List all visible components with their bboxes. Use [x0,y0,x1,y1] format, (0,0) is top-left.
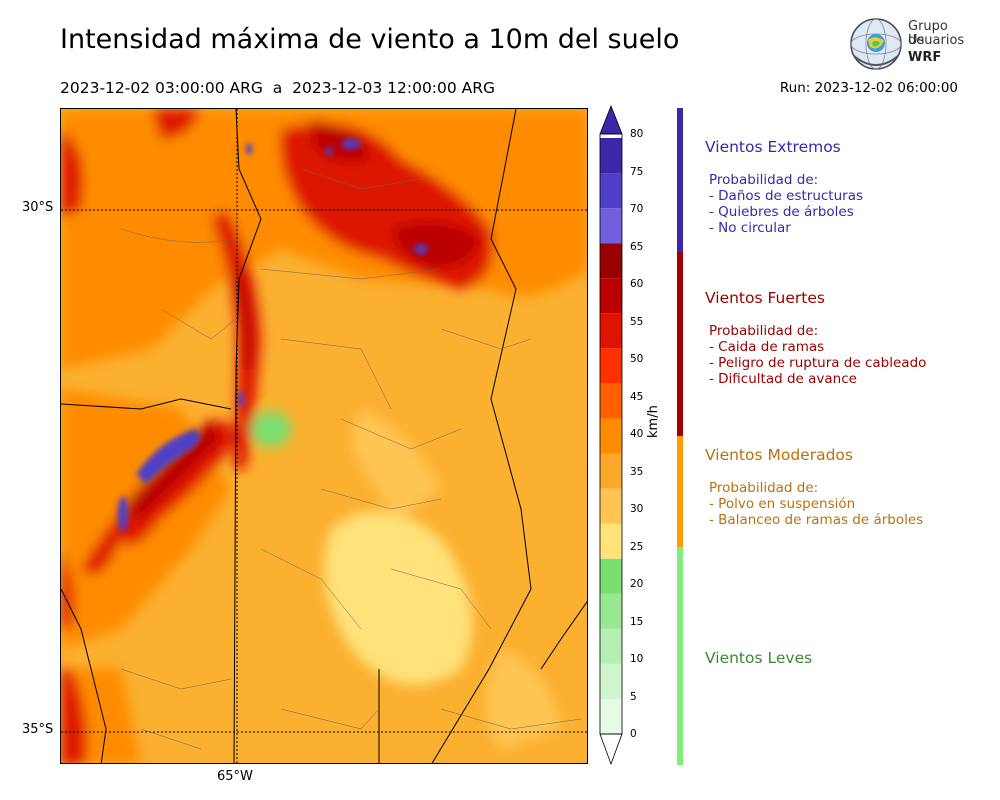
category-vientos-moderados: Vientos Moderados Probabilidad de: - Polvo… [705,446,923,528]
colorbar-min-extend [599,733,623,766]
category-title: Vientos Extremos [705,138,841,156]
category-line: - Quiebres de árboles [709,204,854,220]
colorbar-tick-label: 0 [630,728,637,740]
colorbar-bin [600,628,622,664]
category-title: Vientos Moderados [705,446,853,464]
colorbar-tick-label: 15 [630,615,644,628]
category-title: Vientos Leves [705,649,813,667]
category-line: - Peligro de ruptura de cableado [709,355,927,371]
logo-text-wrf: WRF [908,50,942,65]
colorbar [599,104,623,766]
category-vientos-leves: Vientos Leves [705,649,812,683]
colorbar-bin [600,488,622,524]
colorbar-tick-label: 50 [630,353,644,365]
category-line: - Caida de ramas [709,339,825,355]
category-line: - Polvo en suspensión [709,496,856,512]
colorbar-bin [600,208,622,244]
colorbar-unit: km/h [646,405,661,438]
category-line: Probabilidad de: [709,323,819,339]
category-line: - Dificultad de avance [709,371,857,387]
category-bar [677,108,683,252]
colorbar-bin [600,663,622,699]
category-line: Probabilidad de: [709,172,819,188]
colorbar-tick-label: 25 [630,540,644,553]
category-title: Vientos Fuertes [705,289,825,307]
colorbar-bin [600,383,622,419]
lat-label-35s: 35°S [22,722,54,737]
category-bar [677,252,683,436]
forecast-period: 2023-12-02 03:00:00 ARG a 2023-12-03 12:… [60,79,496,97]
colorbar-tick-label: 75 [630,165,644,178]
colorbar-tick-label: 35 [630,465,644,478]
category-line: - Balanceo de ramas de árboles [709,512,924,528]
category-vientos-extremos: Vientos Extremos Probabilidad de: - Daños … [705,138,863,236]
category-vientos-fuertes: Vientos Fuertes Probabilidad de: - Caida d… [705,289,926,387]
colorbar-tick-label: 5 [630,690,637,703]
colorbar-max-extend [599,104,623,135]
category-line: - Daños de estructuras [709,188,864,204]
run-timestamp: Run: 2023-12-02 06:00:00 [779,80,958,96]
colorbar-bin [600,243,622,279]
colorbar-tick-label: 70 [630,203,644,215]
colorbar-tick-label: 60 [630,278,644,290]
colorbar-bin [600,278,622,314]
globe-icon [850,18,902,70]
wind-map [60,108,588,764]
lon-label-65w: 65°W [217,769,253,784]
colorbar-bin [600,698,622,734]
colorbar-bin [600,453,622,489]
colorbar-bin [600,348,622,384]
category-bar [677,547,683,765]
category-line: Probabilidad de: [709,480,819,496]
category-line: - No circular [709,220,791,236]
colorbar-tick-label: 10 [630,653,644,665]
colorbar-tick-label: 80 [630,128,644,140]
category-bar [677,436,683,547]
colorbar-tick-label: 40 [630,428,644,440]
colorbar-tick-label: 65 [630,240,644,253]
colorbar-bin [600,313,622,349]
colorbar-tick-label: 55 [630,315,644,328]
colorbar-tick-label: 20 [630,578,644,590]
colorbar-bin [600,593,622,629]
colorbar-bin [600,523,622,559]
colorbar-bin [600,173,622,209]
logo-text-line2: Usuarios [908,33,965,48]
colorbar-bin [600,418,622,454]
colorbar-bin [600,138,622,174]
colorbar-tick-label: 30 [630,503,644,515]
logo-text-line1: Grupo de [908,19,948,48]
colorbar-tick-label: 45 [630,390,644,403]
colorbar-bin [600,558,622,594]
wrf-logo: Grupo de Usuarios WRF [848,16,968,74]
lat-label-30s: 30°S [22,200,54,215]
map-title: Intensidad máxima de viento a 10m del su… [60,24,680,55]
wind-field [61,109,587,763]
